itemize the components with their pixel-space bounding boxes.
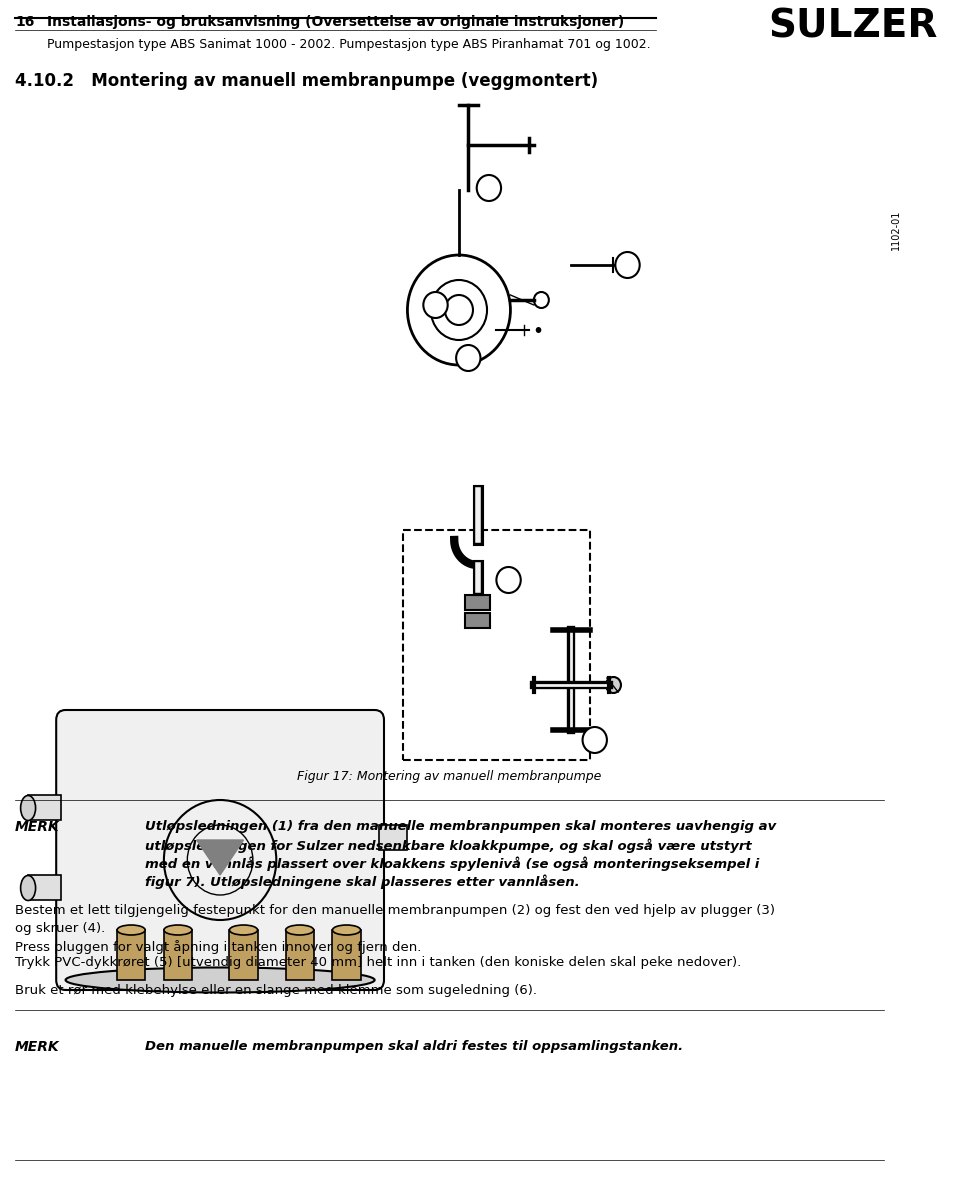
Circle shape bbox=[423, 292, 447, 318]
Ellipse shape bbox=[64, 719, 375, 749]
Text: og skruer (4).: og skruer (4). bbox=[15, 922, 106, 935]
Circle shape bbox=[583, 727, 607, 753]
Text: MERK: MERK bbox=[15, 821, 60, 834]
Circle shape bbox=[477, 174, 501, 200]
Ellipse shape bbox=[65, 968, 374, 993]
Bar bbox=[332, 930, 361, 980]
Polygon shape bbox=[197, 839, 244, 875]
Text: 3: 3 bbox=[623, 258, 632, 271]
Text: figur 7). Utløpsledningene skal plasseres etter vannlåsen.: figur 7). Utløpsledningene skal plassere… bbox=[145, 874, 580, 889]
Bar bbox=[379, 825, 407, 850]
Text: Bruk et rør med klebehylse eller en slange med klemme som sugeledning (6).: Bruk et rør med klebehylse eller en slan… bbox=[15, 984, 537, 997]
Circle shape bbox=[496, 567, 520, 593]
Text: Installasjons- og bruksanvisning (Oversettelse av originale instruksjoner): Installasjons- og bruksanvisning (Overse… bbox=[47, 15, 624, 29]
Bar bbox=[164, 930, 192, 980]
Text: Bestem et lett tilgjengelig festepunkt for den manuelle membranpumpen (2) og fes: Bestem et lett tilgjengelig festepunkt f… bbox=[15, 904, 775, 917]
Circle shape bbox=[606, 677, 621, 693]
Bar bbox=[229, 930, 257, 980]
Ellipse shape bbox=[20, 796, 36, 821]
Text: 2: 2 bbox=[431, 298, 440, 311]
Ellipse shape bbox=[117, 926, 145, 935]
Ellipse shape bbox=[164, 926, 192, 935]
FancyBboxPatch shape bbox=[57, 710, 384, 990]
Text: 4: 4 bbox=[464, 351, 472, 364]
Text: 1102-01: 1102-01 bbox=[891, 210, 901, 250]
Bar bbox=[466, 595, 490, 610]
Ellipse shape bbox=[229, 926, 257, 935]
Bar bbox=[117, 930, 145, 980]
Text: Pumpestasjon type ABS Sanimat 1000 - 2002. Pumpestasjon type ABS Piranhamat 701 : Pumpestasjon type ABS Sanimat 1000 - 200… bbox=[47, 38, 651, 51]
Text: Den manuelle membranpumpen skal aldri festes til oppsamlingstanken.: Den manuelle membranpumpen skal aldri fe… bbox=[145, 1040, 684, 1053]
Bar bbox=[28, 795, 60, 821]
Text: Utløpsledningen (1) fra den manuelle membranpumpen skal monteres uavhengig av: Utløpsledningen (1) fra den manuelle mem… bbox=[145, 821, 777, 834]
Text: Figur 17: Montering av manuell membranpumpe: Figur 17: Montering av manuell membranpu… bbox=[298, 770, 602, 783]
Text: 5: 5 bbox=[590, 733, 599, 746]
Text: SULZER: SULZER bbox=[768, 8, 937, 46]
Ellipse shape bbox=[20, 876, 36, 901]
Text: Press pluggen for valgt åpning i tanken innover og fjern den.: Press pluggen for valgt åpning i tanken … bbox=[15, 940, 421, 954]
Bar bbox=[466, 613, 490, 628]
Circle shape bbox=[615, 252, 639, 278]
Text: 16: 16 bbox=[15, 15, 35, 29]
Text: 4.10.2   Montering av manuell membranpumpe (veggmontert): 4.10.2 Montering av manuell membranpumpe… bbox=[15, 72, 598, 90]
Bar bbox=[28, 875, 60, 900]
Circle shape bbox=[536, 327, 541, 332]
Circle shape bbox=[456, 345, 480, 371]
Ellipse shape bbox=[286, 926, 314, 935]
Text: MERK: MERK bbox=[15, 1040, 60, 1054]
Ellipse shape bbox=[332, 926, 361, 935]
Text: 1: 1 bbox=[485, 182, 493, 195]
Bar bbox=[286, 930, 314, 980]
Text: 6: 6 bbox=[504, 573, 513, 586]
Text: Trykk PVC-dykkrøret (5) [utvendig diameter 40 mm] helt inn i tanken (den koniske: Trykk PVC-dykkrøret (5) [utvendig diamet… bbox=[15, 956, 741, 969]
Text: med en vannlås plassert over kloakkens spylenivå (se også monteringseksempel i: med en vannlås plassert over kloakkens s… bbox=[145, 856, 759, 870]
Text: utløpsledningen for Sulzer nedsenkbare kloakkpumpe, og skal også være utstyrt: utløpsledningen for Sulzer nedsenkbare k… bbox=[145, 838, 752, 852]
